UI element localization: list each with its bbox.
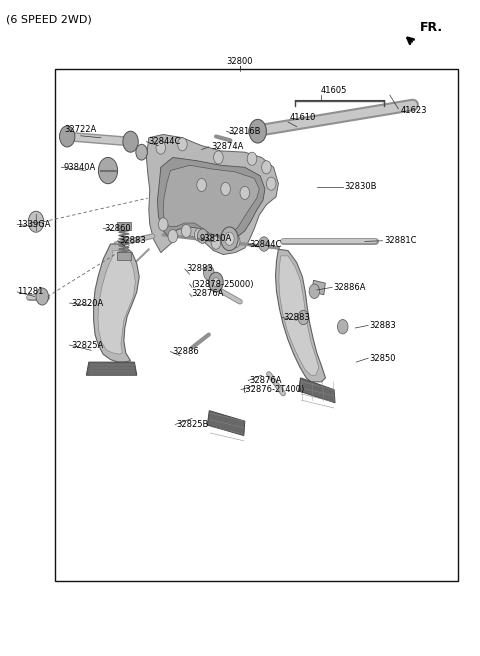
- Text: 32825A: 32825A: [71, 340, 103, 350]
- Bar: [117, 222, 131, 230]
- Circle shape: [197, 229, 208, 243]
- Text: 32844C: 32844C: [148, 137, 180, 146]
- Circle shape: [230, 235, 240, 248]
- Circle shape: [259, 237, 269, 251]
- Text: 11281: 11281: [17, 287, 44, 297]
- Circle shape: [123, 131, 138, 152]
- Polygon shape: [94, 244, 139, 362]
- Text: 41605: 41605: [321, 86, 347, 95]
- Text: 32825B: 32825B: [177, 420, 209, 429]
- Polygon shape: [86, 362, 137, 375]
- Circle shape: [249, 119, 266, 143]
- Circle shape: [36, 288, 48, 305]
- Polygon shape: [98, 251, 135, 354]
- Circle shape: [309, 284, 320, 298]
- Circle shape: [168, 230, 178, 243]
- Text: 32800: 32800: [227, 56, 253, 66]
- Circle shape: [204, 266, 214, 280]
- Circle shape: [211, 236, 221, 249]
- Polygon shape: [207, 411, 245, 436]
- Circle shape: [266, 177, 276, 190]
- Circle shape: [221, 182, 230, 195]
- Text: 32883: 32883: [119, 236, 146, 245]
- Text: 32722A: 32722A: [64, 125, 97, 134]
- Text: 41623: 41623: [401, 106, 427, 115]
- Circle shape: [240, 186, 250, 199]
- Text: (32876-2T400): (32876-2T400): [242, 385, 305, 394]
- Text: 1339GA: 1339GA: [17, 220, 51, 229]
- Text: 32844C: 32844C: [250, 239, 282, 249]
- Circle shape: [213, 277, 219, 287]
- Circle shape: [60, 126, 75, 147]
- Text: 32881C: 32881C: [384, 236, 417, 245]
- Circle shape: [197, 178, 206, 192]
- Circle shape: [298, 310, 309, 325]
- Text: 41610: 41610: [289, 113, 315, 122]
- Text: 32883: 32883: [370, 321, 396, 330]
- Text: 32883: 32883: [186, 264, 213, 274]
- Polygon shape: [146, 134, 278, 255]
- Circle shape: [225, 232, 234, 245]
- Text: 32876A: 32876A: [191, 289, 224, 298]
- Circle shape: [194, 228, 204, 241]
- Circle shape: [214, 151, 223, 164]
- Text: 32874A: 32874A: [211, 142, 243, 152]
- Text: (32878-25000): (32878-25000): [191, 279, 253, 289]
- Circle shape: [337, 319, 348, 334]
- Circle shape: [28, 211, 44, 232]
- Polygon shape: [163, 165, 259, 236]
- Circle shape: [262, 161, 271, 174]
- Bar: [312, 280, 325, 295]
- Text: 32886: 32886: [172, 347, 199, 356]
- Circle shape: [156, 141, 166, 154]
- Circle shape: [178, 138, 187, 151]
- Polygon shape: [279, 256, 319, 375]
- Polygon shape: [299, 378, 335, 403]
- Text: FR.: FR.: [420, 21, 443, 34]
- Text: 32860: 32860: [105, 224, 131, 233]
- Circle shape: [98, 157, 118, 184]
- Circle shape: [247, 152, 257, 165]
- Polygon shape: [157, 157, 265, 240]
- Text: 93810A: 93810A: [199, 234, 231, 243]
- Text: 32830B: 32830B: [345, 182, 377, 192]
- Text: 32876A: 32876A: [250, 376, 282, 385]
- Text: 93840A: 93840A: [63, 163, 96, 172]
- Text: 32850: 32850: [370, 354, 396, 363]
- Text: (6 SPEED 2WD): (6 SPEED 2WD): [6, 14, 92, 24]
- Circle shape: [221, 227, 238, 251]
- Polygon shape: [276, 249, 325, 382]
- Text: 32820A: 32820A: [71, 298, 103, 308]
- Text: 32816B: 32816B: [228, 127, 261, 136]
- Text: 32883: 32883: [283, 313, 310, 322]
- Bar: [55, 69, 458, 581]
- Bar: [117, 252, 131, 260]
- Circle shape: [136, 144, 147, 160]
- Circle shape: [209, 272, 223, 292]
- Text: 32886A: 32886A: [334, 283, 366, 292]
- Circle shape: [158, 218, 168, 231]
- Circle shape: [181, 224, 191, 237]
